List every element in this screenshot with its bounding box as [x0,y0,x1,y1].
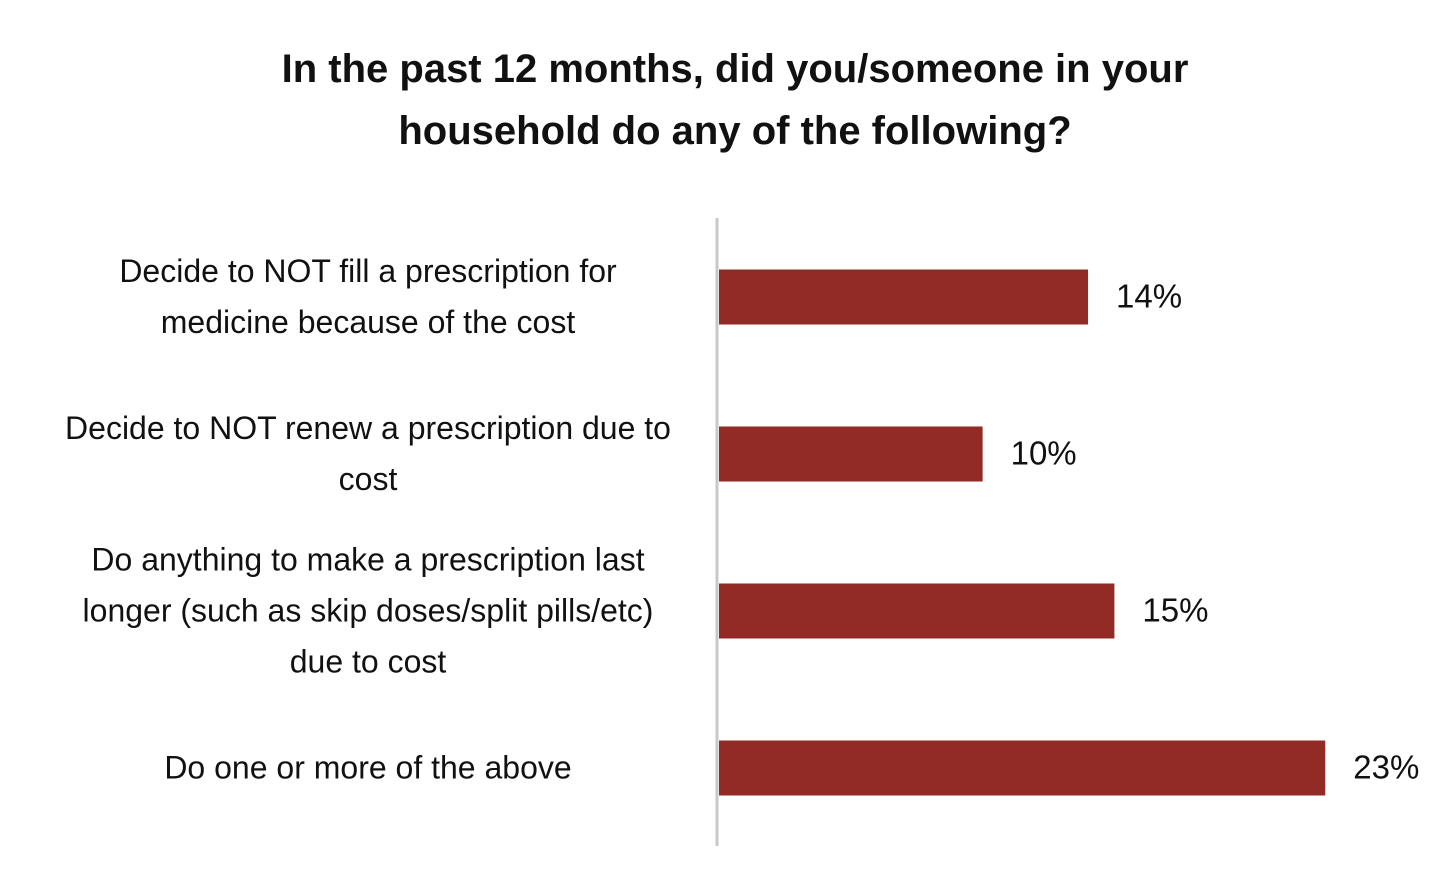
value-label: 23% [1353,749,1419,786]
value-label: 10% [1011,435,1077,472]
bar [719,426,983,482]
chart-title: In the past 12 months, did you/someone i… [281,47,1189,153]
category-label: Do anything to make a prescription last … [82,541,654,680]
value-label: 14% [1116,278,1182,315]
value-label: 15% [1142,592,1208,629]
bar [719,740,1326,796]
bar [719,269,1089,325]
category-label: Do one or more of the above [164,749,572,786]
category-label: Decide to NOT fill a prescription for me… [119,253,617,340]
category-label: Decide to NOT renew a prescription due t… [65,410,671,497]
bar [719,583,1115,639]
